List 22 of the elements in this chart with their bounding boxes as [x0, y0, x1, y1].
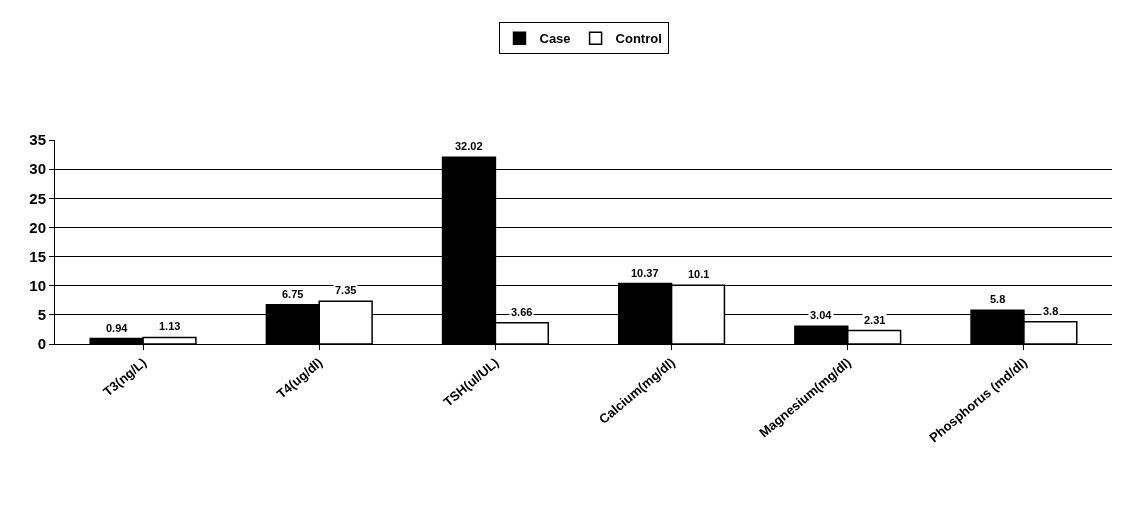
legend-label: Case	[539, 31, 571, 47]
y-tick-label: 5	[37, 306, 46, 324]
data-label: 1.13	[159, 320, 181, 332]
data-label: 0.94	[106, 322, 129, 334]
y-tick-label: 35	[29, 131, 46, 149]
data-label: 10.37	[631, 267, 659, 279]
data-label: 3.04	[810, 309, 833, 321]
data-label: 3.66	[511, 306, 533, 318]
data-label: 2.31	[864, 314, 886, 326]
y-tick-label: 15	[29, 247, 46, 265]
y-tick-label: 0	[37, 335, 46, 353]
y-tick-label: 25	[29, 189, 46, 207]
y-tick-label: 20	[29, 218, 46, 236]
data-label: 5.8	[990, 293, 1006, 305]
data-label: 32.02	[455, 140, 483, 152]
data-label: 6.75	[282, 288, 304, 300]
data-label: 10.1	[688, 268, 710, 280]
data-label: 7.35	[335, 284, 357, 296]
data-label: 3.8	[1043, 305, 1059, 317]
y-tick-label: 30	[29, 160, 46, 178]
legend-label: Control	[615, 31, 662, 47]
y-tick-label: 10	[29, 276, 46, 294]
